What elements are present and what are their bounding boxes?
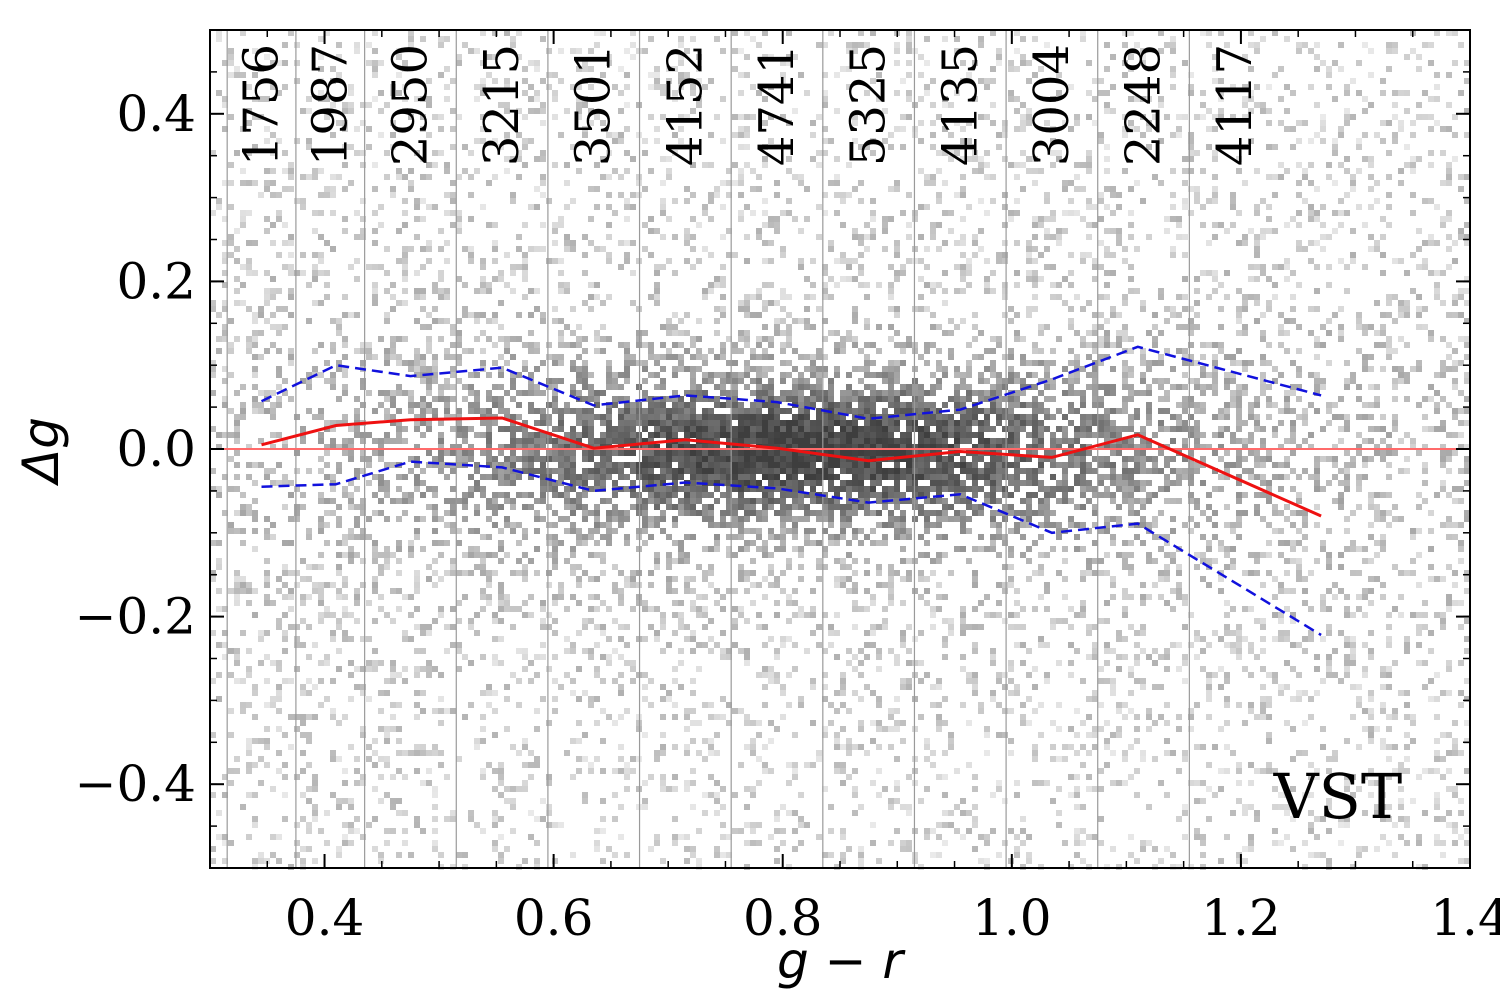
median-line	[261, 416, 1322, 518]
bin-count-label: 4117	[1207, 44, 1263, 166]
y-tick-label: 0.0	[116, 420, 196, 478]
bin-count-label: 1756	[234, 44, 290, 166]
x-tick-label: 0.4	[285, 889, 365, 947]
bin-count-label: 3004	[1024, 44, 1080, 166]
upper-dashed-line	[260, 345, 1322, 421]
bin-count-labels: 1756 1987 2950 3215 3501 4152 4741 5325 4135 3004…	[234, 44, 1264, 166]
bin-count-label: 4135	[932, 44, 988, 166]
y-tick-label: −0.2	[75, 588, 196, 646]
bin-count-label: 1987	[302, 44, 358, 166]
series-lines	[260, 345, 1322, 637]
y-tick-label: −0.4	[75, 755, 196, 813]
bin-count-label: 3215	[474, 44, 530, 166]
panel-label: VST	[1273, 760, 1403, 833]
y-tick-label: 0.4	[116, 85, 196, 143]
bin-count-label: 2248	[1116, 44, 1172, 166]
bin-count-label: 5325	[841, 44, 897, 166]
y-axis-label: Δg	[12, 417, 70, 487]
lower-dashed-line	[261, 460, 1322, 637]
x-tick-label: 0.6	[514, 889, 594, 947]
x-tick-label: 1.0	[972, 889, 1052, 947]
axis-ticks: 0.4 0.6 0.8 1.0 1.2 1.4 −0.4 −0.2 0.0 0.2 0.4	[75, 29, 1500, 947]
x-tick-label: 1.4	[1430, 889, 1500, 947]
bin-count-label: 4152	[657, 44, 713, 166]
x-axis-label: g − r	[777, 932, 906, 990]
bin-count-label: 3501	[566, 44, 622, 166]
y-tick-label: 0.2	[116, 252, 196, 310]
x-tick-label: 0.8	[743, 889, 823, 947]
x-tick-label: 1.2	[1201, 889, 1281, 947]
bin-count-label: 4741	[749, 44, 805, 166]
bin-count-label: 2950	[383, 44, 439, 166]
